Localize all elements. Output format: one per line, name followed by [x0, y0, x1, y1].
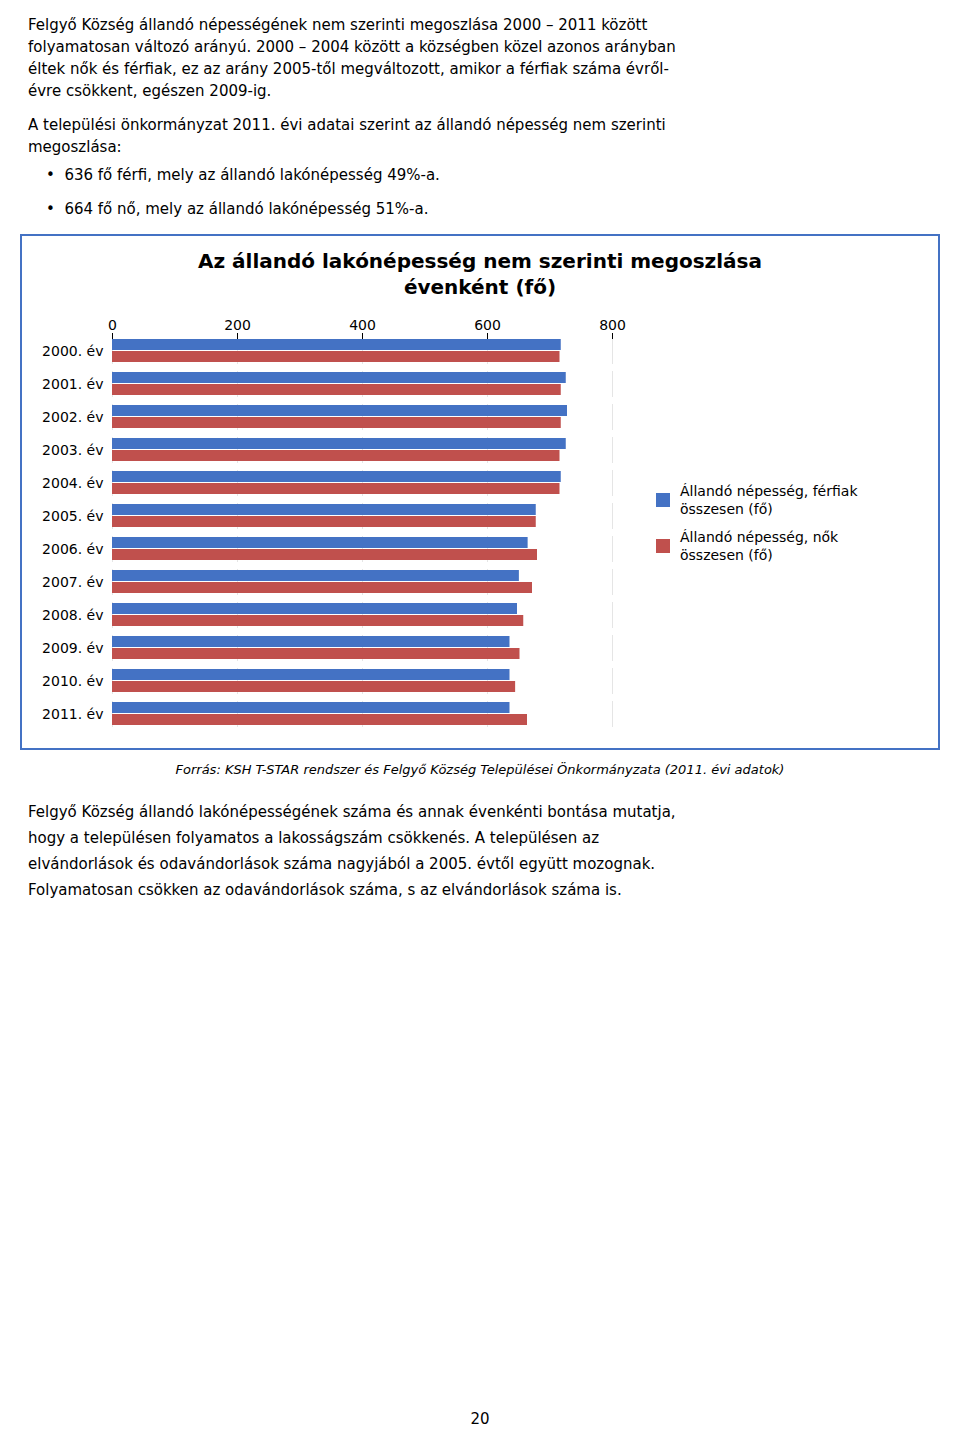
svg-text:2007. év: 2007. év: [42, 574, 103, 590]
svg-text:800: 800: [599, 317, 626, 333]
svg-text:2006. év: 2006. év: [42, 541, 103, 557]
html-text:Állandó népesség, nők összesen: Állandó népesség, nők összesen (fő): [680, 529, 839, 563]
svg-text:600: 600: [474, 317, 501, 333]
svg-text:2003. év: 2003. év: [42, 442, 103, 458]
svg-text:2001. év: 2001. év: [42, 376, 103, 392]
html-text:Felgyő Község állandó lakónépe: Felgyő Község állandó lakónépességének s…: [28, 803, 676, 821]
svg-text:0: 0: [108, 317, 117, 333]
svg-text:2009. év: 2009. év: [42, 640, 103, 656]
html-text:Folyamatosan csökken az odaván: Folyamatosan csökken az odavándorlások s…: [28, 881, 622, 899]
svg-text:2010. év: 2010. év: [42, 673, 103, 689]
html-text:• 664 fő nő, mely az állandó l: • 664 fő nő, mely az állandó lakónépessé…: [46, 200, 429, 218]
svg-text:400: 400: [349, 317, 376, 333]
html-text:Állandó népesség, férfiak össz: Állandó népesség, férfiak összesen (fő): [680, 483, 858, 517]
html-text:hogy a településen folyamatos: hogy a településen folyamatos a lakosság…: [28, 829, 600, 847]
html-text:• 636 fő férfi, mely az álland: • 636 fő férfi, mely az állandó lakónépe…: [46, 166, 440, 184]
html-text:megoszlása:: megoszlása:: [28, 138, 122, 156]
html-text:éltek nők és férfiak, ez az ar: éltek nők és férfiak, ez az arány 2005-t…: [28, 60, 669, 78]
svg-text:200: 200: [224, 317, 251, 333]
html-text:folyamatosan változó arányú. 2: folyamatosan változó arányú. 2000 – 2004…: [28, 38, 676, 56]
html-text:20: 20: [470, 1410, 490, 1428]
svg-text:2011. év: 2011. év: [42, 706, 103, 722]
svg-text:2008. év: 2008. év: [42, 607, 103, 623]
svg-text:2004. év: 2004. év: [42, 475, 103, 491]
svg-text:2002. év: 2002. év: [42, 409, 103, 425]
html-text:Forrás: KSH T-STAR rendszer és: Forrás: KSH T-STAR rendszer és Felgyő Kö…: [175, 762, 785, 777]
html-text:A települési önkormányzat 2011: A települési önkormányzat 2011. évi adat…: [28, 116, 666, 134]
html-text:Az állandó lakónépesség nem sz: Az állandó lakónépesség nem szerinti meg…: [198, 249, 762, 299]
html-text:évre csökkent, egészen 2009-ig: évre csökkent, egészen 2009-ig.: [28, 82, 272, 100]
svg-text:2000. év: 2000. év: [42, 343, 103, 359]
html-text:Felgyő Község állandó népesség: Felgyő Község állandó népességének nem s…: [28, 16, 648, 34]
html-text:elvándorlások és odavándorláso: elvándorlások és odavándorlások száma na…: [28, 855, 656, 873]
svg-text:2005. év: 2005. év: [42, 508, 103, 524]
